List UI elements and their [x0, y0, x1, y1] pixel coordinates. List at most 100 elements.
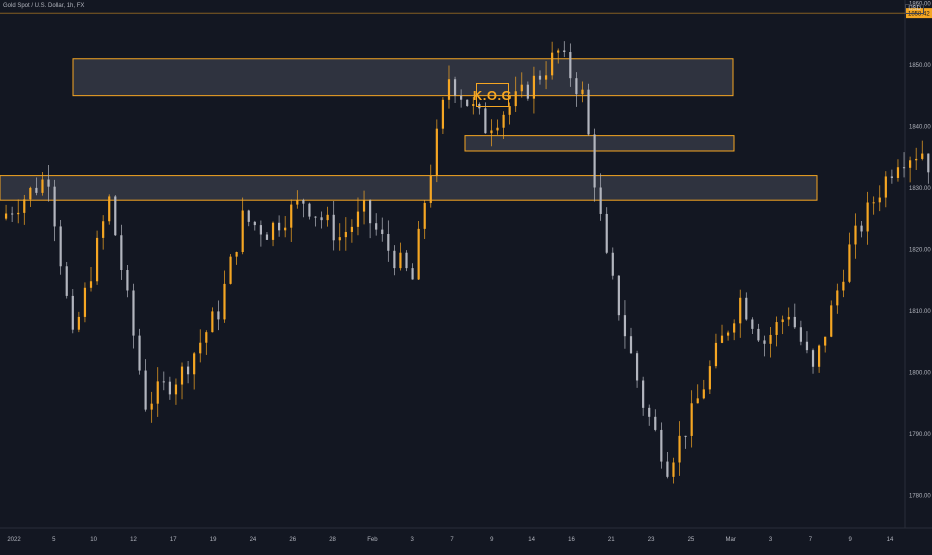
candle-body	[702, 389, 705, 399]
y-tick-label: 1840.00	[909, 124, 931, 130]
candle-body	[611, 252, 614, 276]
candle-body	[217, 311, 220, 320]
x-tick-label: 9	[490, 537, 494, 543]
x-tick-label: Mar	[726, 537, 736, 543]
x-tick-label: 19	[210, 537, 217, 543]
candle-body	[259, 225, 262, 235]
candle-body	[162, 381, 165, 383]
candle-body	[526, 84, 529, 99]
candle-body	[538, 75, 542, 80]
candle-body	[842, 281, 845, 291]
candle-body	[708, 366, 711, 390]
currency-badge[interactable]: USD	[905, 4, 924, 14]
x-tick-label: 7	[450, 537, 454, 543]
candle-body	[302, 199, 305, 204]
candle-body	[751, 319, 754, 329]
candle-body	[684, 435, 687, 437]
candle-body	[496, 127, 499, 131]
price-tag-label: 1858.42	[908, 12, 930, 18]
candle-body	[168, 381, 171, 395]
candle-body	[144, 370, 147, 410]
candle-body	[453, 79, 457, 96]
y-tick-label: 1850.00	[909, 63, 931, 69]
candle-body	[205, 332, 208, 343]
candle-body	[399, 252, 402, 269]
candle-body	[120, 235, 123, 271]
candle-body	[508, 106, 511, 115]
candle-body	[296, 199, 299, 205]
candle-body	[569, 52, 572, 79]
x-tick-label: 10	[90, 537, 97, 543]
candle-body	[811, 350, 815, 367]
candle-body	[763, 340, 766, 344]
candle-body	[593, 134, 596, 188]
candle-body	[95, 237, 99, 282]
candle-body	[733, 323, 736, 333]
y-tick-label: 1780.00	[909, 493, 931, 499]
candle-body	[672, 462, 675, 477]
candle-body	[41, 179, 44, 193]
candle-body	[635, 353, 639, 381]
candle-body	[417, 228, 420, 280]
candle-body	[544, 75, 548, 80]
candle-body	[514, 91, 517, 107]
x-tick-label: 17	[170, 537, 177, 543]
candle-body	[29, 187, 32, 200]
candle-body	[393, 250, 396, 269]
candle-body	[490, 130, 493, 134]
candle-body	[902, 167, 906, 169]
candle-body	[53, 186, 56, 227]
x-tick-label: 21	[608, 537, 615, 543]
x-tick-label: 25	[688, 537, 695, 543]
candle-body	[824, 336, 827, 346]
candle-body	[787, 316, 790, 320]
candle-body	[720, 335, 724, 343]
candle-body	[108, 196, 111, 222]
candle-body	[563, 50, 566, 53]
candle-body	[775, 322, 778, 335]
candle-body	[654, 416, 657, 430]
candle-body	[520, 84, 523, 92]
candle-body	[71, 295, 74, 330]
x-tick-label: 28	[329, 537, 336, 543]
candle-body	[277, 222, 281, 231]
candle-body	[648, 407, 651, 417]
candle-body	[745, 297, 748, 320]
candle-body	[472, 104, 475, 106]
x-tick-label: 7	[809, 537, 813, 543]
candle-body	[338, 237, 341, 241]
candle-body	[854, 225, 857, 245]
candle-body	[909, 160, 912, 168]
zone-1830	[0, 175, 818, 201]
candle-body	[805, 341, 809, 351]
candle-body	[241, 210, 244, 253]
zone-1850	[72, 58, 734, 97]
y-tick-label: 1820.00	[909, 247, 931, 253]
candle-body	[599, 187, 602, 214]
candle-body	[872, 202, 875, 204]
candle-body	[381, 229, 384, 235]
candle-body	[617, 275, 620, 316]
x-tick-label: Feb	[367, 537, 378, 543]
candle-body	[629, 336, 633, 354]
candle-body	[696, 398, 699, 404]
candle-body	[642, 380, 645, 408]
candle-body	[411, 268, 414, 280]
x-tick-label: 5	[52, 537, 56, 543]
candle-body	[223, 283, 226, 320]
y-tick-label: 1830.00	[909, 186, 931, 192]
candle-body	[817, 345, 821, 367]
x-tick-label: 2022	[7, 537, 21, 543]
x-tick-label: 16	[568, 537, 575, 543]
x-tick-label: 23	[648, 537, 655, 543]
candle-body	[265, 234, 269, 240]
candle-body	[59, 226, 62, 267]
candle-body	[726, 332, 730, 336]
candle-body	[447, 79, 451, 100]
candle-body	[866, 202, 869, 232]
candle-body	[605, 213, 608, 253]
x-tick-label: 24	[250, 537, 257, 543]
candle-body	[326, 214, 329, 221]
